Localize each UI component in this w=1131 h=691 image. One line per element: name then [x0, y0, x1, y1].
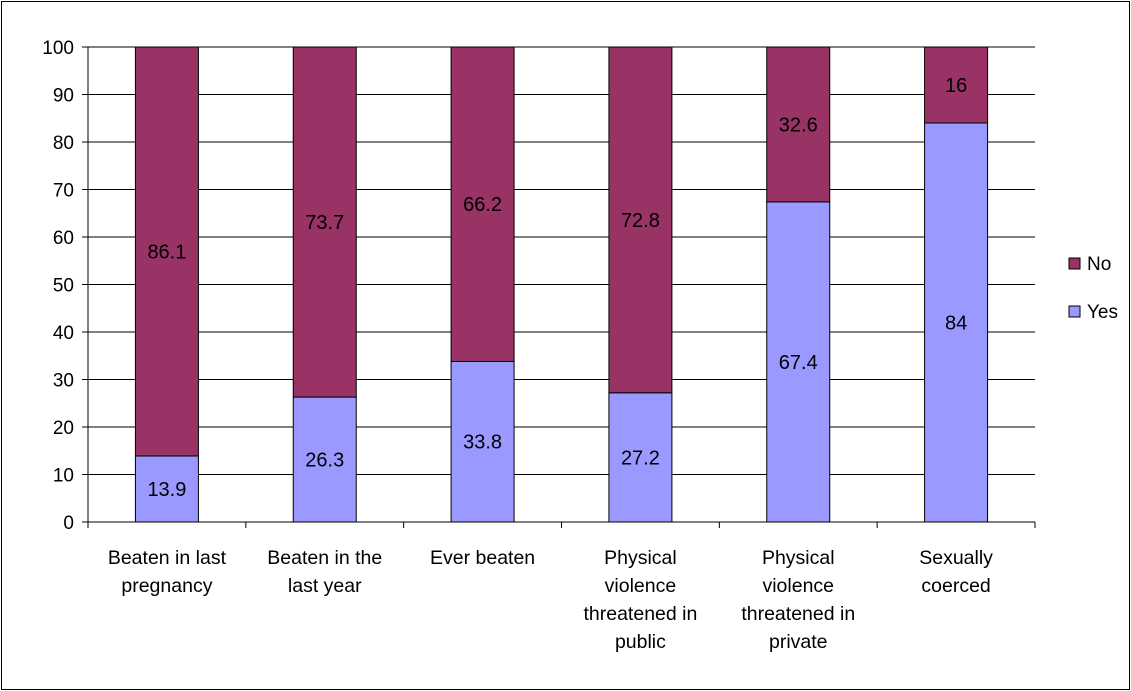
data-label-no: 72.8: [621, 210, 660, 232]
legend: No Yes: [1068, 254, 1118, 323]
axes: 0 10 20 30 40 50 60 70 80 90 100 Beaten in last preg…: [42, 38, 1036, 653]
bar-yes-3: [608, 392, 673, 523]
data-label-no: 73.7: [305, 212, 344, 234]
x-category-label: Ever beaten: [430, 547, 535, 569]
y-tick-label: 0: [63, 513, 74, 534]
x-category-label: threatened in: [583, 603, 697, 625]
legend-swatch-yes: [1068, 305, 1081, 318]
bar-no-3: [608, 46, 673, 394]
data-label-no: 66.2: [463, 194, 502, 216]
data-label-yes: 84: [945, 313, 967, 335]
x-category-label: violence: [605, 575, 677, 597]
bar-yes-1: [292, 396, 357, 523]
bar-yes-2: [450, 360, 515, 523]
y-tick-label: 90: [53, 86, 74, 107]
bar-yes-0: [134, 455, 199, 523]
x-category-label: private: [769, 631, 828, 653]
x-category-label: pregnancy: [121, 575, 212, 597]
x-category-label: Beaten in last: [108, 547, 227, 569]
x-category-label: Sexually: [919, 547, 993, 569]
y-tick-label: 10: [53, 466, 74, 487]
y-tick-label: 30: [53, 371, 74, 392]
y-tick-label: 20: [53, 418, 74, 439]
x-category-label: violence: [762, 575, 834, 597]
x-category-label: last year: [288, 575, 362, 597]
bar-no-2: [450, 46, 515, 362]
bar-yes-5: [924, 122, 989, 523]
data-label-no: 32.6: [779, 114, 818, 136]
data-label-yes: 27.2: [621, 447, 660, 469]
bar-no-5: [924, 46, 989, 124]
legend-label-no: No: [1087, 254, 1111, 275]
y-tick-label: 70: [53, 181, 74, 202]
y-tick-label: 60: [53, 228, 74, 249]
bar-yes-4: [766, 201, 831, 523]
legend-label-yes: Yes: [1087, 302, 1118, 323]
bars: [134, 46, 989, 523]
data-label-yes: 26.3: [305, 450, 344, 472]
x-category-label: coerced: [921, 575, 990, 597]
y-tick-label: 40: [53, 323, 74, 344]
data-labels: 13.9 86.1 26.3 73.7 33.8 66.2 27.2 72.8 67.4 32.6…: [147, 75, 967, 501]
bar-no-1: [292, 46, 357, 398]
data-label-yes: 13.9: [147, 479, 186, 501]
data-label-no: 86.1: [147, 241, 186, 263]
y-tick-label: 80: [53, 133, 74, 154]
y-tick-label: 100: [42, 38, 74, 59]
gridlines: [88, 46, 1035, 475]
data-label-yes: 33.8: [463, 432, 502, 454]
bar-no-0: [134, 46, 199, 457]
data-label-yes: 67.4: [779, 352, 818, 374]
legend-swatch-no: [1068, 257, 1081, 270]
y-tick-label: 50: [53, 276, 74, 297]
x-category-label: public: [615, 631, 666, 653]
x-category-label: Physical: [762, 547, 835, 569]
data-label-no: 16: [945, 75, 967, 97]
x-category-label: Beaten in the: [267, 547, 382, 569]
bar-no-4: [766, 46, 831, 203]
x-category-label: threatened in: [741, 603, 855, 625]
x-category-label: Physical: [604, 547, 677, 569]
